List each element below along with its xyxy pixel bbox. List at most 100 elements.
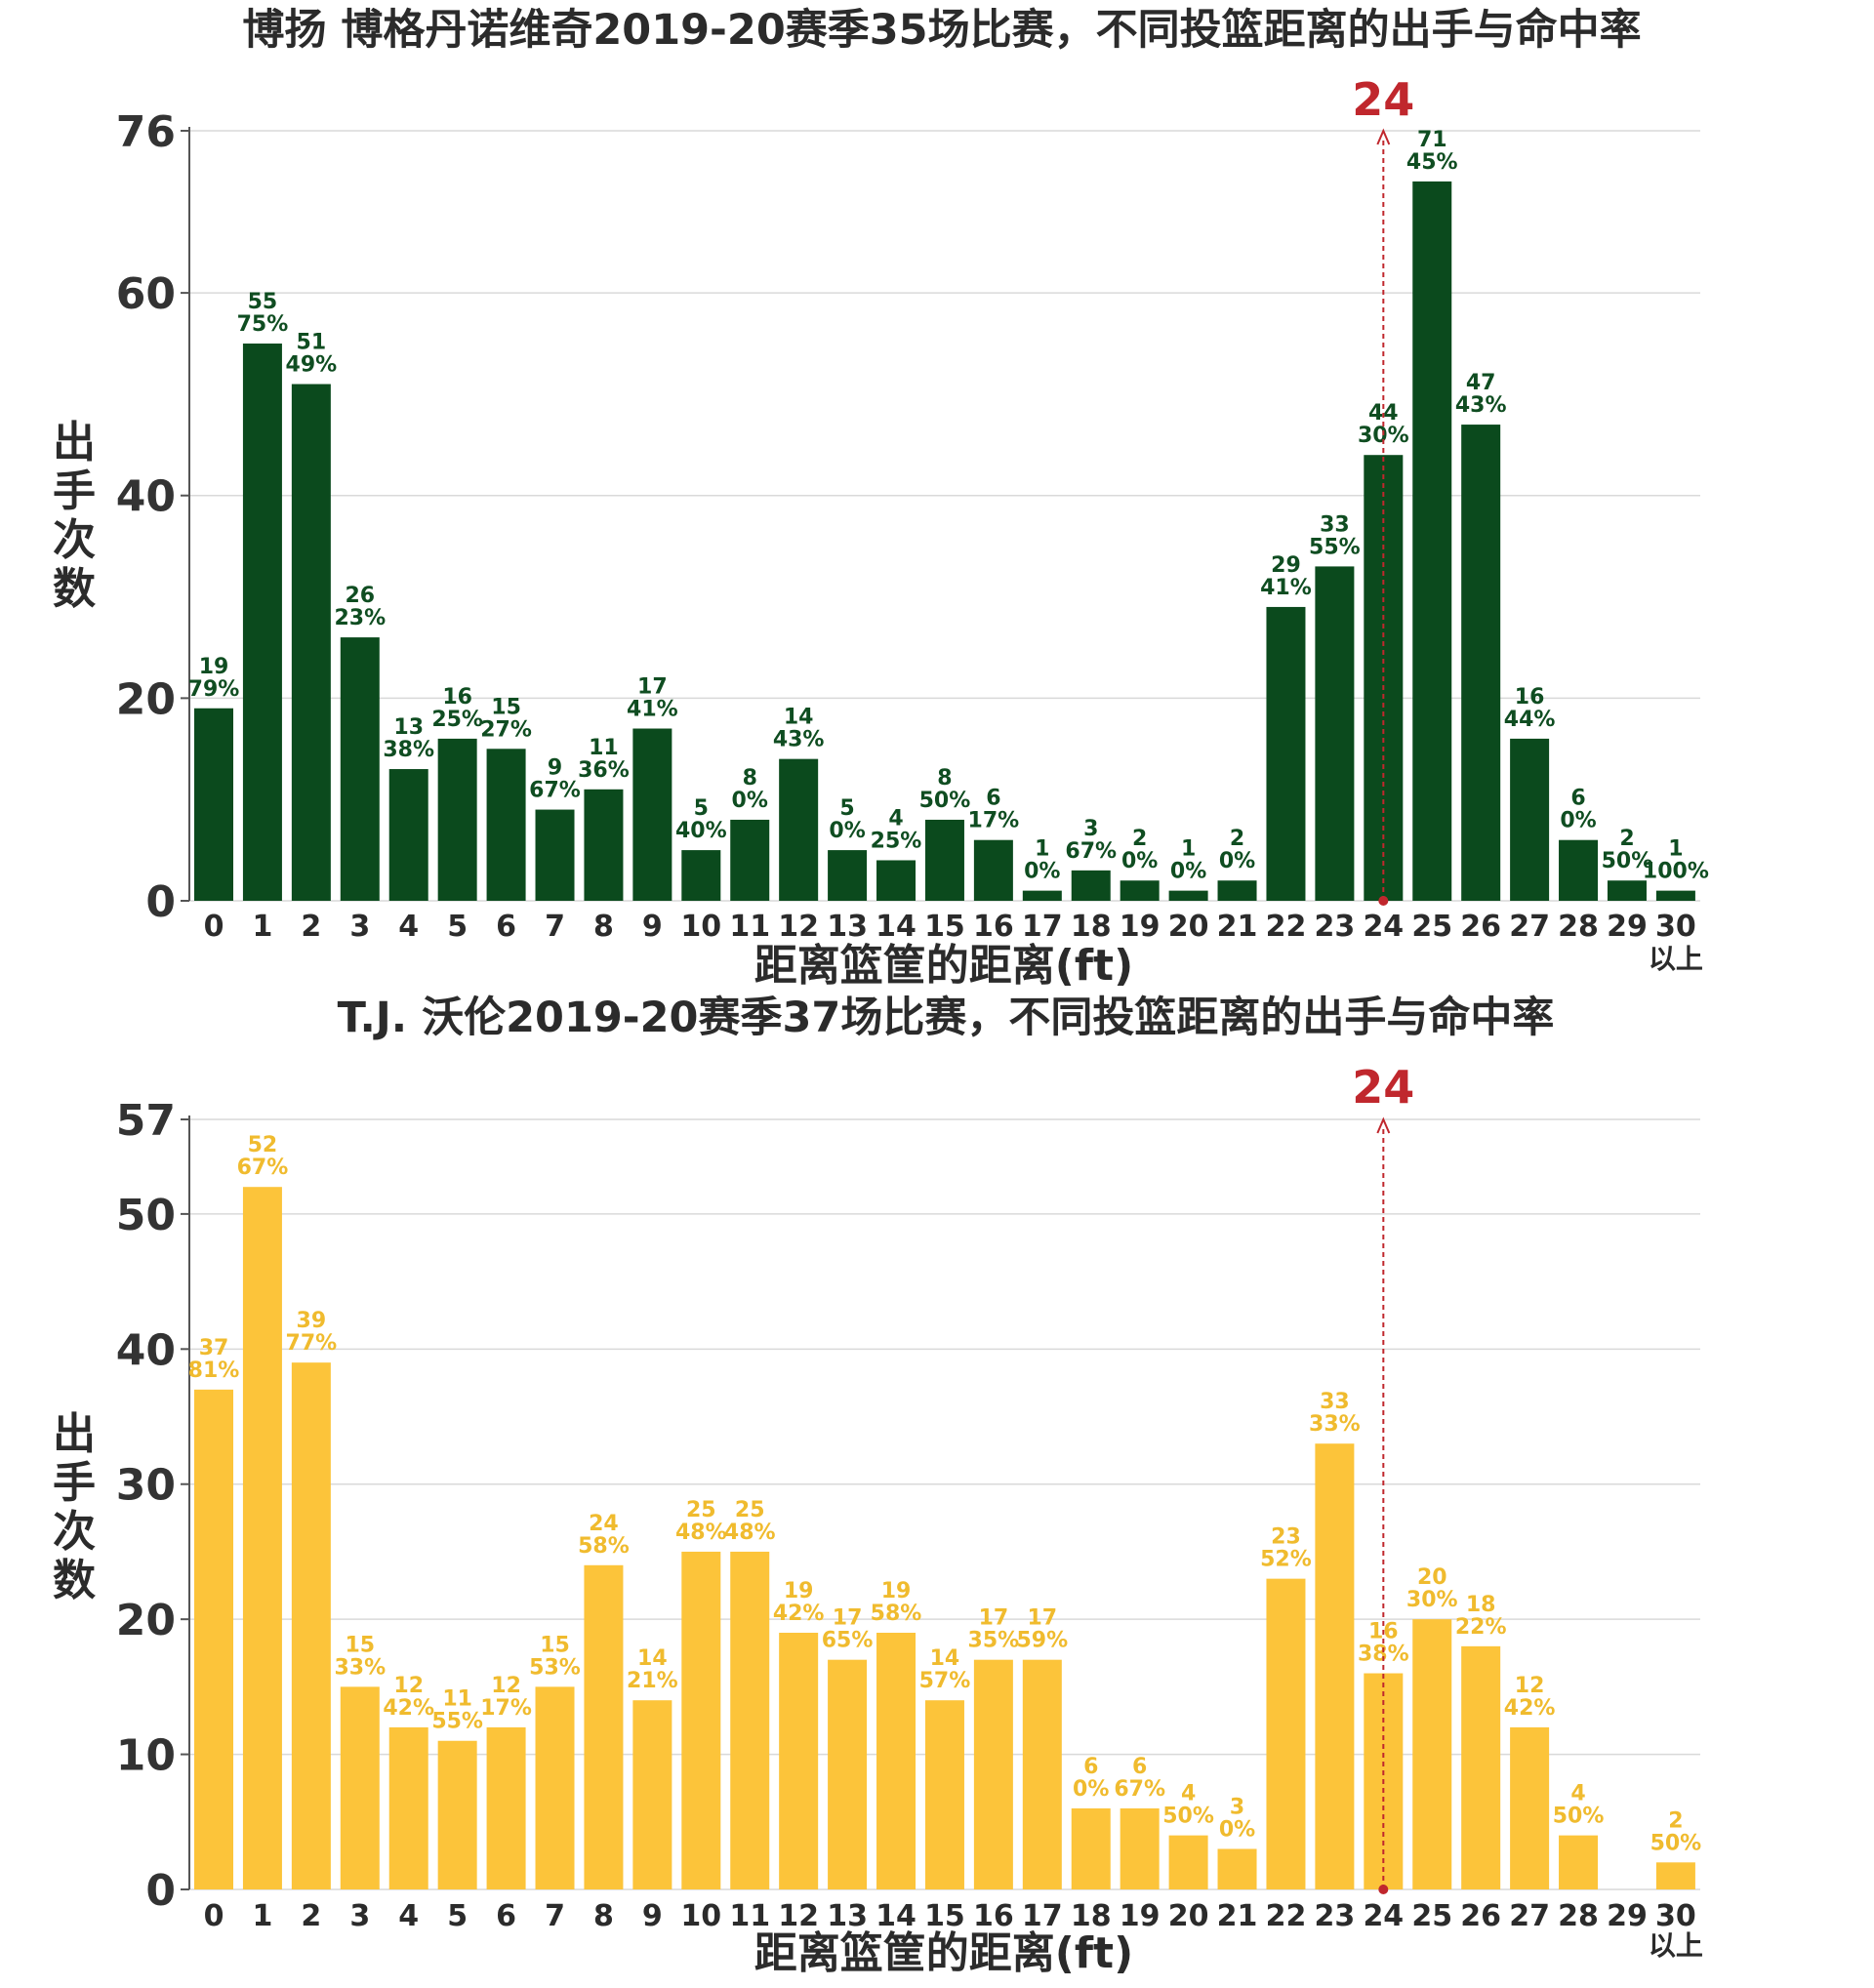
bar — [973, 839, 1013, 901]
bar — [924, 819, 964, 901]
bar-rate-label: 58% — [871, 1602, 922, 1626]
bar-rate-label: 58% — [578, 1534, 630, 1559]
chart-2: T.J. 沃伦2019-20赛季37场比赛，不同投篮距离的出手与命中率01020… — [53, 994, 1703, 1978]
bar — [242, 1187, 282, 1889]
x-tick-label: 6 — [496, 1899, 516, 1933]
marker-arrowhead-icon — [1376, 128, 1391, 145]
x-tick-label: 12 — [778, 910, 819, 944]
bar-rate-label: 0% — [1560, 809, 1596, 833]
bar-value-label: 25 — [735, 1498, 765, 1522]
x-tick-label: 24 — [1363, 1899, 1404, 1933]
x-tick-label: 11 — [729, 1899, 770, 1933]
bar-rate-label: 0% — [732, 789, 768, 813]
bar — [1461, 425, 1501, 901]
bar-rate-label: 67% — [1114, 1777, 1165, 1802]
bar — [1217, 880, 1257, 901]
bar-rate-label: 100% — [1643, 860, 1709, 884]
y-tick-label: 57 — [116, 1096, 176, 1146]
bar-rate-label: 0% — [829, 819, 865, 843]
bar-value-label: 8 — [937, 766, 952, 791]
bar — [194, 708, 233, 901]
bar-value-label: 24 — [589, 1512, 619, 1536]
bar — [1510, 1726, 1550, 1889]
y-axis-title: 出手次数 — [53, 1409, 96, 1605]
bar-value-label: 3 — [1230, 1795, 1244, 1819]
x-tick-label: 4 — [398, 910, 419, 944]
bar-value-label: 51 — [297, 331, 327, 355]
bar — [1412, 181, 1452, 901]
bar-value-label: 2 — [1230, 827, 1244, 851]
x-last-category-suffix: 以上 — [1649, 943, 1703, 975]
bar-rate-label: 43% — [1455, 393, 1507, 418]
bar-rate-label: 45% — [1406, 150, 1458, 175]
x-tick-label: 25 — [1411, 1899, 1452, 1933]
bar — [1120, 1807, 1160, 1889]
x-tick-label: 1 — [252, 910, 272, 944]
y-tick-label: 30 — [116, 1461, 176, 1511]
bar — [876, 860, 917, 901]
y-tick-label: 50 — [116, 1191, 176, 1240]
bar — [535, 809, 575, 901]
bar-rate-label: 55% — [1309, 535, 1361, 559]
y-axis-title: 出手次数 — [53, 418, 96, 614]
bar — [486, 1726, 526, 1889]
bar-value-label: 17 — [833, 1606, 863, 1631]
bar — [437, 738, 477, 901]
x-tick-label: 3 — [349, 1899, 370, 1933]
x-tick-label: 9 — [642, 1899, 663, 1933]
bar-rate-label: 27% — [480, 717, 532, 742]
x-tick-label: 14 — [876, 1899, 917, 1933]
bar-rate-label: 0% — [1219, 849, 1255, 873]
x-tick-label: 9 — [642, 910, 663, 944]
bar-value-label: 5 — [694, 796, 709, 821]
bar-value-label: 5 — [839, 796, 854, 821]
bar-rate-label: 48% — [675, 1521, 727, 1545]
bar — [1217, 1848, 1257, 1889]
bar — [584, 1564, 624, 1889]
bar-value-label: 47 — [1466, 371, 1496, 395]
bar-value-label: 6 — [1132, 1755, 1147, 1779]
bar-rate-label: 25% — [871, 829, 922, 853]
bar-value-label: 25 — [686, 1498, 716, 1522]
bar-value-label: 37 — [199, 1336, 229, 1360]
bar-value-label: 14 — [784, 706, 814, 730]
x-tick-label: 5 — [447, 910, 468, 944]
bar-rate-label: 22% — [1455, 1615, 1507, 1640]
bar-value-label: 15 — [491, 695, 521, 719]
bar — [1510, 738, 1550, 901]
x-tick-label: 27 — [1509, 910, 1550, 944]
x-tick-label: 27 — [1509, 1899, 1550, 1933]
bar — [779, 758, 819, 901]
bar-value-label: 6 — [986, 787, 1000, 811]
bar-value-label: 55 — [248, 290, 278, 314]
bar — [1655, 890, 1695, 901]
bar — [242, 344, 282, 901]
x-tick-label: 8 — [593, 1899, 614, 1933]
bar-value-label: 14 — [637, 1646, 668, 1671]
bar — [876, 1633, 917, 1889]
x-tick-label: 14 — [876, 910, 917, 944]
bar-rate-label: 42% — [1504, 1696, 1556, 1721]
bar-value-label: 15 — [345, 1633, 375, 1657]
bar — [1655, 1862, 1695, 1889]
bar-rate-label: 48% — [724, 1521, 776, 1545]
bar-value-label: 13 — [393, 715, 424, 740]
bar-value-label: 2 — [1668, 1808, 1683, 1833]
bar-value-label: 8 — [743, 766, 757, 791]
bar-rate-label: 44% — [1504, 708, 1556, 732]
x-tick-label: 29 — [1607, 1899, 1648, 1933]
bar — [681, 1551, 721, 1889]
x-tick-label: 24 — [1363, 910, 1404, 944]
bar-rate-label: 17% — [968, 809, 1020, 833]
x-tick-label: 19 — [1120, 1899, 1161, 1933]
bar-rate-label: 23% — [334, 606, 386, 630]
x-tick-label: 30 — [1655, 910, 1696, 944]
x-tick-label: 16 — [973, 1899, 1014, 1933]
bar-value-label: 11 — [589, 736, 619, 760]
bar-rate-label: 67% — [237, 1156, 289, 1180]
bar — [1461, 1645, 1501, 1889]
bar — [632, 1700, 672, 1889]
x-tick-label: 20 — [1168, 1899, 1209, 1933]
x-tick-label: 3 — [349, 910, 370, 944]
bar-value-label: 33 — [1320, 512, 1350, 537]
